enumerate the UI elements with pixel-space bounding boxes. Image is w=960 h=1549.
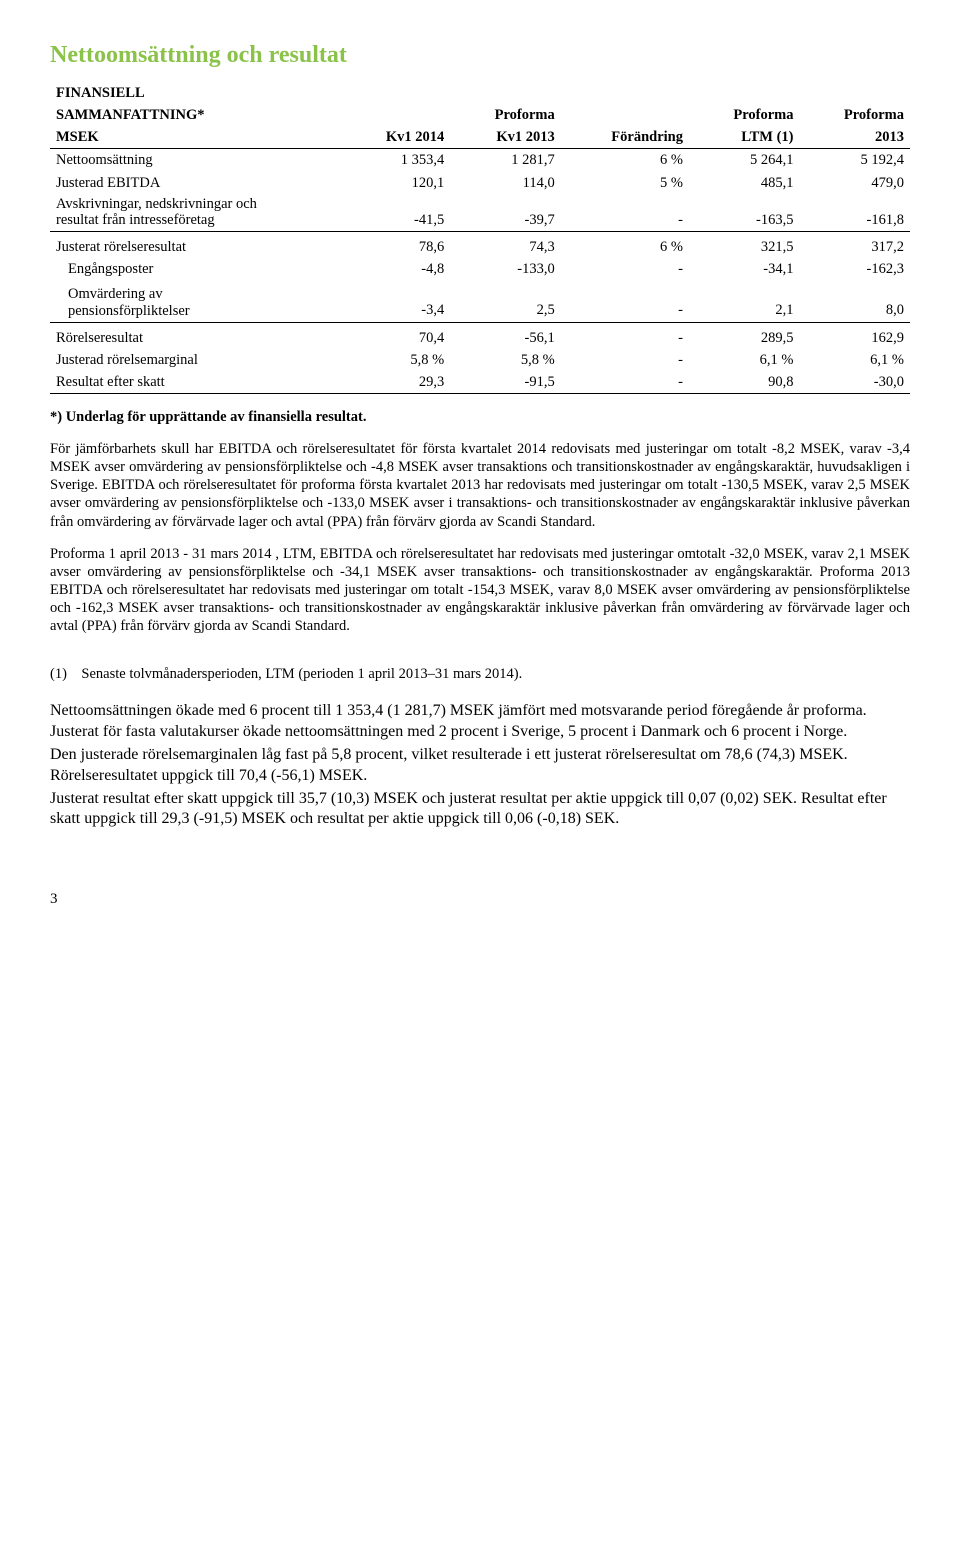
- cell: -30,0: [799, 371, 910, 394]
- cell: -3,4: [342, 280, 450, 322]
- th: [561, 82, 689, 104]
- cell: 78,6: [342, 231, 450, 258]
- table-row: Rörelseresultat70,4-56,1-289,5162,9: [50, 322, 910, 349]
- cell: 479,0: [799, 172, 910, 194]
- cell: -: [561, 258, 689, 280]
- th: Proforma: [450, 104, 561, 126]
- table-row: Justerad EBITDA120,1114,05 %485,1479,0: [50, 172, 910, 194]
- th: [342, 104, 450, 126]
- cell: 74,3: [450, 231, 561, 258]
- cell: 1 281,7: [450, 149, 561, 172]
- cell: -: [561, 280, 689, 322]
- cell: 6,1 %: [799, 349, 910, 371]
- cell: -34,1: [689, 258, 800, 280]
- body-text: Nettoomsättningen ökade med 6 procent ti…: [50, 701, 910, 830]
- th: 2013: [799, 126, 910, 149]
- table-row: Justerat rörelseresultat78,674,36 %321,5…: [50, 231, 910, 258]
- th: [561, 104, 689, 126]
- cell: -162,3: [799, 258, 910, 280]
- paragraph: Den justerade rörelsemarginalen låg fast…: [50, 745, 910, 787]
- table-row: Avskrivningar, nedskrivningar ochresulta…: [50, 194, 910, 232]
- cell: 5,8 %: [342, 349, 450, 371]
- row-label: Omvärdering avpensionsförpliktelser: [50, 280, 342, 322]
- cell: 90,8: [689, 371, 800, 394]
- cell: 1 353,4: [342, 149, 450, 172]
- cell: 29,3: [342, 371, 450, 394]
- row-label: Nettoomsättning: [50, 149, 342, 172]
- cell: 114,0: [450, 172, 561, 194]
- cell: -4,8: [342, 258, 450, 280]
- row-label: Avskrivningar, nedskrivningar ochresulta…: [50, 194, 342, 232]
- table-row: Resultat efter skatt29,3-91,5-90,8-30,0: [50, 371, 910, 394]
- cell: -: [561, 322, 689, 349]
- financial-table: FINANSIELL SAMMANFATTNING* Proforma Prof…: [50, 82, 910, 394]
- table-row: Engångsposter-4,8-133,0--34,1-162,3: [50, 258, 910, 280]
- th: Kv1 2013: [450, 126, 561, 149]
- th: FINANSIELL: [50, 82, 342, 104]
- row-label: Justerad rörelsemarginal: [50, 349, 342, 371]
- table-row: Omvärdering avpensionsförpliktelser-3,42…: [50, 280, 910, 322]
- paragraph: Nettoomsättningen ökade med 6 procent ti…: [50, 701, 910, 743]
- footnote: (1) Senaste tolvmånadersperioden, LTM (p…: [50, 665, 910, 683]
- cell: 321,5: [689, 231, 800, 258]
- cell: 289,5: [689, 322, 800, 349]
- cell: 8,0: [799, 280, 910, 322]
- th: Proforma: [799, 104, 910, 126]
- cell: -133,0: [450, 258, 561, 280]
- cell: 317,2: [799, 231, 910, 258]
- paragraph: För jämförbarhets skull har EBITDA och r…: [50, 440, 910, 531]
- table-header: FINANSIELL SAMMANFATTNING* Proforma Prof…: [50, 82, 910, 149]
- cell: -41,5: [342, 194, 450, 232]
- cell: 6,1 %: [689, 349, 800, 371]
- cell: -: [561, 194, 689, 232]
- th: SAMMANFATTNING*: [50, 104, 342, 126]
- th: [450, 82, 561, 104]
- cell: 6 %: [561, 231, 689, 258]
- cell: -91,5: [450, 371, 561, 394]
- table-body: Nettoomsättning1 353,41 281,76 %5 264,15…: [50, 149, 910, 394]
- th: MSEK: [50, 126, 342, 149]
- cell: -163,5: [689, 194, 800, 232]
- cell: 6 %: [561, 149, 689, 172]
- cell: 485,1: [689, 172, 800, 194]
- row-label: Rörelseresultat: [50, 322, 342, 349]
- th: [799, 82, 910, 104]
- cell: -56,1: [450, 322, 561, 349]
- cell: 120,1: [342, 172, 450, 194]
- paragraph: Proforma 1 april 2013 - 31 mars 2014 , L…: [50, 545, 910, 636]
- cell: 162,9: [799, 322, 910, 349]
- cell: -161,8: [799, 194, 910, 232]
- footnote-bold: *) Underlag för upprättande av finansiel…: [50, 408, 910, 426]
- th: LTM (1): [689, 126, 800, 149]
- table-row: Nettoomsättning1 353,41 281,76 %5 264,15…: [50, 149, 910, 172]
- row-label: Resultat efter skatt: [50, 371, 342, 394]
- page-number: 3: [50, 890, 910, 909]
- row-label: Justerat rörelseresultat: [50, 231, 342, 258]
- cell: 2,5: [450, 280, 561, 322]
- page-title: Nettoomsättning och resultat: [50, 40, 910, 70]
- th: Kv1 2014: [342, 126, 450, 149]
- cell: 5 192,4: [799, 149, 910, 172]
- cell: 5 264,1: [689, 149, 800, 172]
- th: Förändring: [561, 126, 689, 149]
- cell: -: [561, 349, 689, 371]
- cell: 5,8 %: [450, 349, 561, 371]
- th: [689, 82, 800, 104]
- row-label: Engångsposter: [50, 258, 342, 280]
- cell: 70,4: [342, 322, 450, 349]
- cell: -39,7: [450, 194, 561, 232]
- row-label: Justerad EBITDA: [50, 172, 342, 194]
- th: [342, 82, 450, 104]
- cell: 2,1: [689, 280, 800, 322]
- cell: 5 %: [561, 172, 689, 194]
- paragraph: Justerat resultat efter skatt uppgick ti…: [50, 789, 910, 831]
- cell: -: [561, 371, 689, 394]
- table-row: Justerad rörelsemarginal5,8 %5,8 %-6,1 %…: [50, 349, 910, 371]
- th: Proforma: [689, 104, 800, 126]
